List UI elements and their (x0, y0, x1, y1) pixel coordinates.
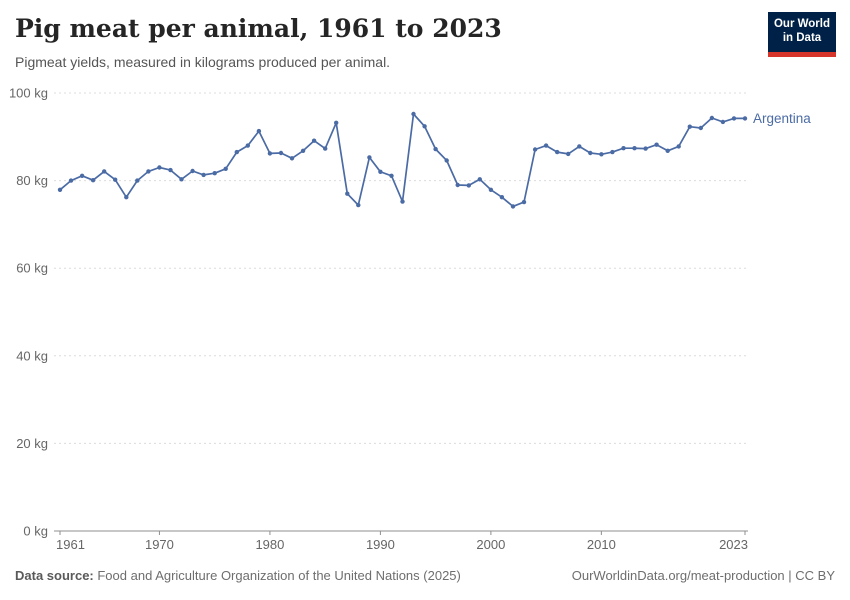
data-point[interactable] (676, 144, 681, 149)
data-point[interactable] (488, 187, 494, 192)
data-point[interactable] (499, 195, 505, 200)
series-line[interactable] (59, 113, 746, 208)
data-point[interactable] (444, 158, 449, 163)
data-point[interactable] (433, 146, 438, 152)
data-point[interactable] (510, 204, 516, 209)
y-tick-label: 80 kg (16, 173, 48, 188)
series-argentina[interactable]: Argentina (57, 111, 811, 209)
data-point[interactable] (168, 167, 173, 173)
data-point[interactable] (57, 187, 63, 192)
chart-title: Pig meat per animal, 1961 to 2023 (15, 14, 502, 43)
data-point[interactable] (532, 147, 538, 152)
data-point[interactable] (345, 191, 350, 196)
y-tick-label: 0 kg (23, 524, 48, 539)
owid-logo: Our World in Data (768, 12, 836, 57)
x-tick-label: 2010 (587, 537, 616, 552)
data-point[interactable] (378, 169, 383, 174)
data-point[interactable] (621, 146, 626, 151)
x-axis-ticks (59, 531, 746, 535)
data-point[interactable] (256, 128, 262, 134)
chart-subtitle: Pigmeat yields, measured in kilograms pr… (15, 54, 391, 70)
y-tick-label: 40 kg (16, 348, 48, 363)
data-point[interactable] (665, 148, 670, 153)
data-point[interactable] (334, 120, 339, 126)
y-gridlines (54, 92, 748, 532)
data-point[interactable] (588, 150, 593, 156)
data-point[interactable] (300, 148, 306, 153)
data-point[interactable] (79, 173, 85, 178)
data-point[interactable] (190, 168, 195, 174)
data-point[interactable] (422, 124, 427, 129)
data-point[interactable] (731, 116, 737, 121)
data-point[interactable] (234, 149, 239, 155)
data-point[interactable] (720, 119, 726, 125)
data-point[interactable] (543, 143, 549, 148)
data-point[interactable] (632, 146, 637, 151)
data-point[interactable] (400, 199, 405, 204)
data-point[interactable] (654, 142, 659, 147)
data-point[interactable] (223, 166, 228, 171)
data-point[interactable] (245, 143, 250, 148)
data-point[interactable] (212, 171, 217, 176)
credit-link[interactable]: OurWorldinData.org/meat-production | CC … (571, 568, 835, 583)
x-axis-tick-labels: 1961 1970 1980 1990 2000 2010 2023 (56, 537, 748, 552)
x-tick-label: 1970 (145, 537, 174, 552)
data-point[interactable] (610, 149, 615, 155)
data-point[interactable] (179, 177, 184, 182)
data-point[interactable] (289, 156, 295, 161)
x-tick-label: 2023 (719, 537, 748, 552)
x-tick-label: 1961 (56, 537, 85, 552)
x-tick-label: 2000 (476, 537, 505, 552)
data-point[interactable] (135, 178, 140, 183)
owid-logo-line1: Our World (773, 18, 830, 31)
data-point[interactable] (742, 116, 748, 121)
owid-logo-line2: in Data (782, 32, 822, 44)
data-point[interactable] (102, 169, 107, 174)
data-point[interactable] (566, 151, 571, 157)
data-point[interactable] (411, 111, 416, 117)
data-point[interactable] (278, 150, 284, 156)
data-point[interactable] (267, 151, 273, 156)
data-point[interactable] (709, 115, 715, 121)
data-point[interactable] (356, 202, 361, 208)
data-point[interactable] (311, 138, 317, 143)
data-point[interactable] (687, 124, 692, 129)
data-point[interactable] (90, 178, 96, 183)
y-axis-tick-labels: 0 kg 20 kg 40 kg 60 kg 80 kg 100 kg (9, 86, 48, 539)
data-point[interactable] (477, 177, 482, 182)
x-tick-label: 1980 (255, 537, 284, 552)
data-point[interactable] (113, 177, 118, 182)
data-point[interactable] (124, 195, 129, 200)
y-tick-label: 20 kg (16, 436, 48, 451)
data-point[interactable] (389, 173, 394, 178)
data-source-text: Food and Agriculture Organization of the… (93, 568, 461, 583)
data-point[interactable] (577, 144, 582, 149)
x-tick-label: 1990 (366, 537, 395, 552)
data-source-label: Data source: (15, 568, 94, 583)
data-point[interactable] (599, 152, 604, 157)
chart-footer: Data source: Food and Agriculture Organi… (15, 568, 835, 583)
data-point[interactable] (466, 183, 471, 188)
data-point[interactable] (146, 169, 151, 174)
data-point[interactable] (455, 182, 460, 188)
data-point[interactable] (323, 146, 328, 151)
data-point[interactable] (367, 155, 372, 160)
data-point[interactable] (201, 172, 206, 178)
data-point[interactable] (698, 125, 703, 131)
data-point[interactable] (643, 146, 648, 151)
data-source-note: Data source: Food and Agriculture Organi… (15, 568, 461, 583)
data-point[interactable] (68, 178, 74, 183)
data-point[interactable] (157, 165, 162, 170)
series-end-label[interactable]: Argentina (753, 111, 811, 126)
data-point[interactable] (555, 149, 560, 155)
data-point[interactable] (521, 199, 527, 205)
y-tick-label: 60 kg (16, 261, 48, 276)
y-tick-label: 100 kg (9, 86, 48, 101)
